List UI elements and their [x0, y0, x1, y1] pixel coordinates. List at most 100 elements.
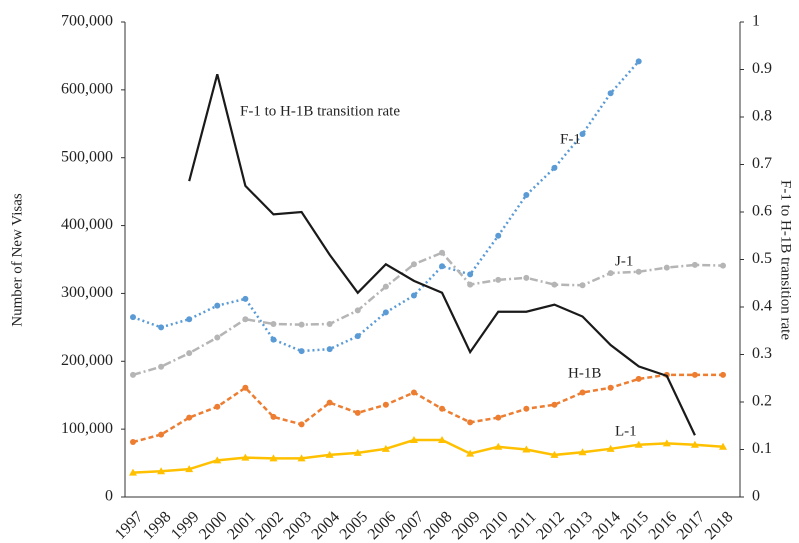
series-label: L-1 [615, 423, 637, 439]
marker [409, 436, 418, 443]
marker [381, 444, 390, 452]
marker [326, 399, 333, 406]
marker [495, 232, 502, 239]
x-tick-label: 2017 [674, 508, 709, 543]
marker [186, 350, 193, 357]
x-tick-label: 2003 [280, 508, 315, 543]
y2-tick-label: 0.2 [752, 393, 772, 410]
y-tick-label: 600,000 [61, 81, 113, 98]
x-tick-label: 2007 [393, 508, 428, 543]
y-tick-label: 700,000 [61, 13, 113, 30]
marker [270, 336, 277, 343]
x-tick-label: 2014 [589, 508, 624, 543]
marker [130, 371, 136, 378]
marker [551, 401, 558, 408]
marker [551, 281, 558, 288]
marker [130, 439, 136, 446]
marker [213, 456, 222, 464]
x-tick-label: 2009 [449, 508, 484, 543]
marker [185, 465, 194, 473]
x-tick-label: 2012 [533, 508, 568, 543]
y-tick-label: 500,000 [61, 148, 113, 165]
series-line [132, 373, 723, 444]
y2-tick-label: 0.5 [752, 250, 772, 267]
marker [691, 371, 698, 378]
marker [550, 450, 559, 458]
marker [410, 389, 417, 396]
marker [467, 271, 474, 278]
marker [297, 454, 306, 462]
marker [158, 324, 165, 331]
marker [214, 302, 221, 309]
marker [467, 281, 474, 288]
marker [186, 414, 193, 421]
x-tick-label: 2016 [646, 508, 681, 543]
marker [720, 262, 726, 269]
marker [607, 90, 614, 97]
marker [410, 261, 417, 268]
marker [720, 371, 726, 378]
y-tick-label: 0 [105, 488, 113, 505]
marker [298, 348, 305, 355]
y2-axis-label: F-1 to H-1B transition rate [778, 180, 794, 340]
x-tick-label: 2006 [365, 508, 400, 543]
series-line [188, 73, 696, 436]
marker [158, 431, 165, 438]
marker [634, 440, 643, 448]
series-label: J-1 [615, 253, 633, 269]
x-tick-label: 1999 [168, 508, 203, 543]
marker [635, 58, 642, 65]
marker [438, 436, 447, 443]
marker [439, 249, 446, 256]
y-axis-label: Number of New Visas [9, 193, 25, 327]
x-tick-label: 1997 [112, 508, 147, 543]
marker [579, 282, 586, 289]
marker [690, 440, 699, 448]
marker [410, 292, 417, 299]
marker [382, 283, 389, 290]
marker [325, 450, 334, 458]
marker [382, 309, 389, 316]
marker [579, 130, 586, 137]
marker [635, 268, 642, 275]
y2-tick-label: 0.3 [752, 345, 772, 362]
x-tick-label: 2002 [252, 508, 287, 543]
marker [523, 192, 530, 199]
y2-tick-label: 1 [752, 13, 760, 30]
marker [157, 467, 166, 475]
marker [719, 442, 727, 450]
y-tick-label: 200,000 [61, 352, 113, 369]
marker [607, 270, 614, 277]
marker [270, 413, 277, 420]
marker [439, 263, 446, 270]
marker [523, 274, 530, 281]
y-tick-label: 400,000 [61, 216, 113, 233]
x-tick-label: 2015 [617, 508, 652, 543]
marker [242, 316, 249, 323]
marker [241, 453, 250, 461]
marker [270, 320, 277, 327]
series-label: H-1B [568, 365, 601, 381]
x-tick-label: 2013 [561, 508, 596, 543]
marker [214, 334, 221, 341]
marker [354, 333, 361, 340]
marker [663, 264, 670, 271]
x-tick-label: 2010 [477, 508, 512, 543]
marker [495, 276, 502, 283]
marker [298, 321, 305, 328]
x-tick-label: 2004 [308, 508, 343, 543]
x-tick-label: 2018 [702, 508, 737, 543]
marker [298, 421, 305, 428]
y2-tick-label: 0.9 [752, 60, 772, 77]
marker [326, 320, 333, 327]
marker [129, 468, 137, 476]
x-tick-label: 2005 [337, 508, 372, 543]
y2-tick-label: 0.6 [752, 203, 772, 220]
marker [467, 419, 474, 426]
y-tick-label: 300,000 [61, 284, 113, 301]
marker [242, 384, 249, 391]
y2-tick-label: 0.7 [752, 155, 772, 172]
x-tick-label: 1998 [140, 508, 175, 543]
marker [186, 316, 193, 323]
